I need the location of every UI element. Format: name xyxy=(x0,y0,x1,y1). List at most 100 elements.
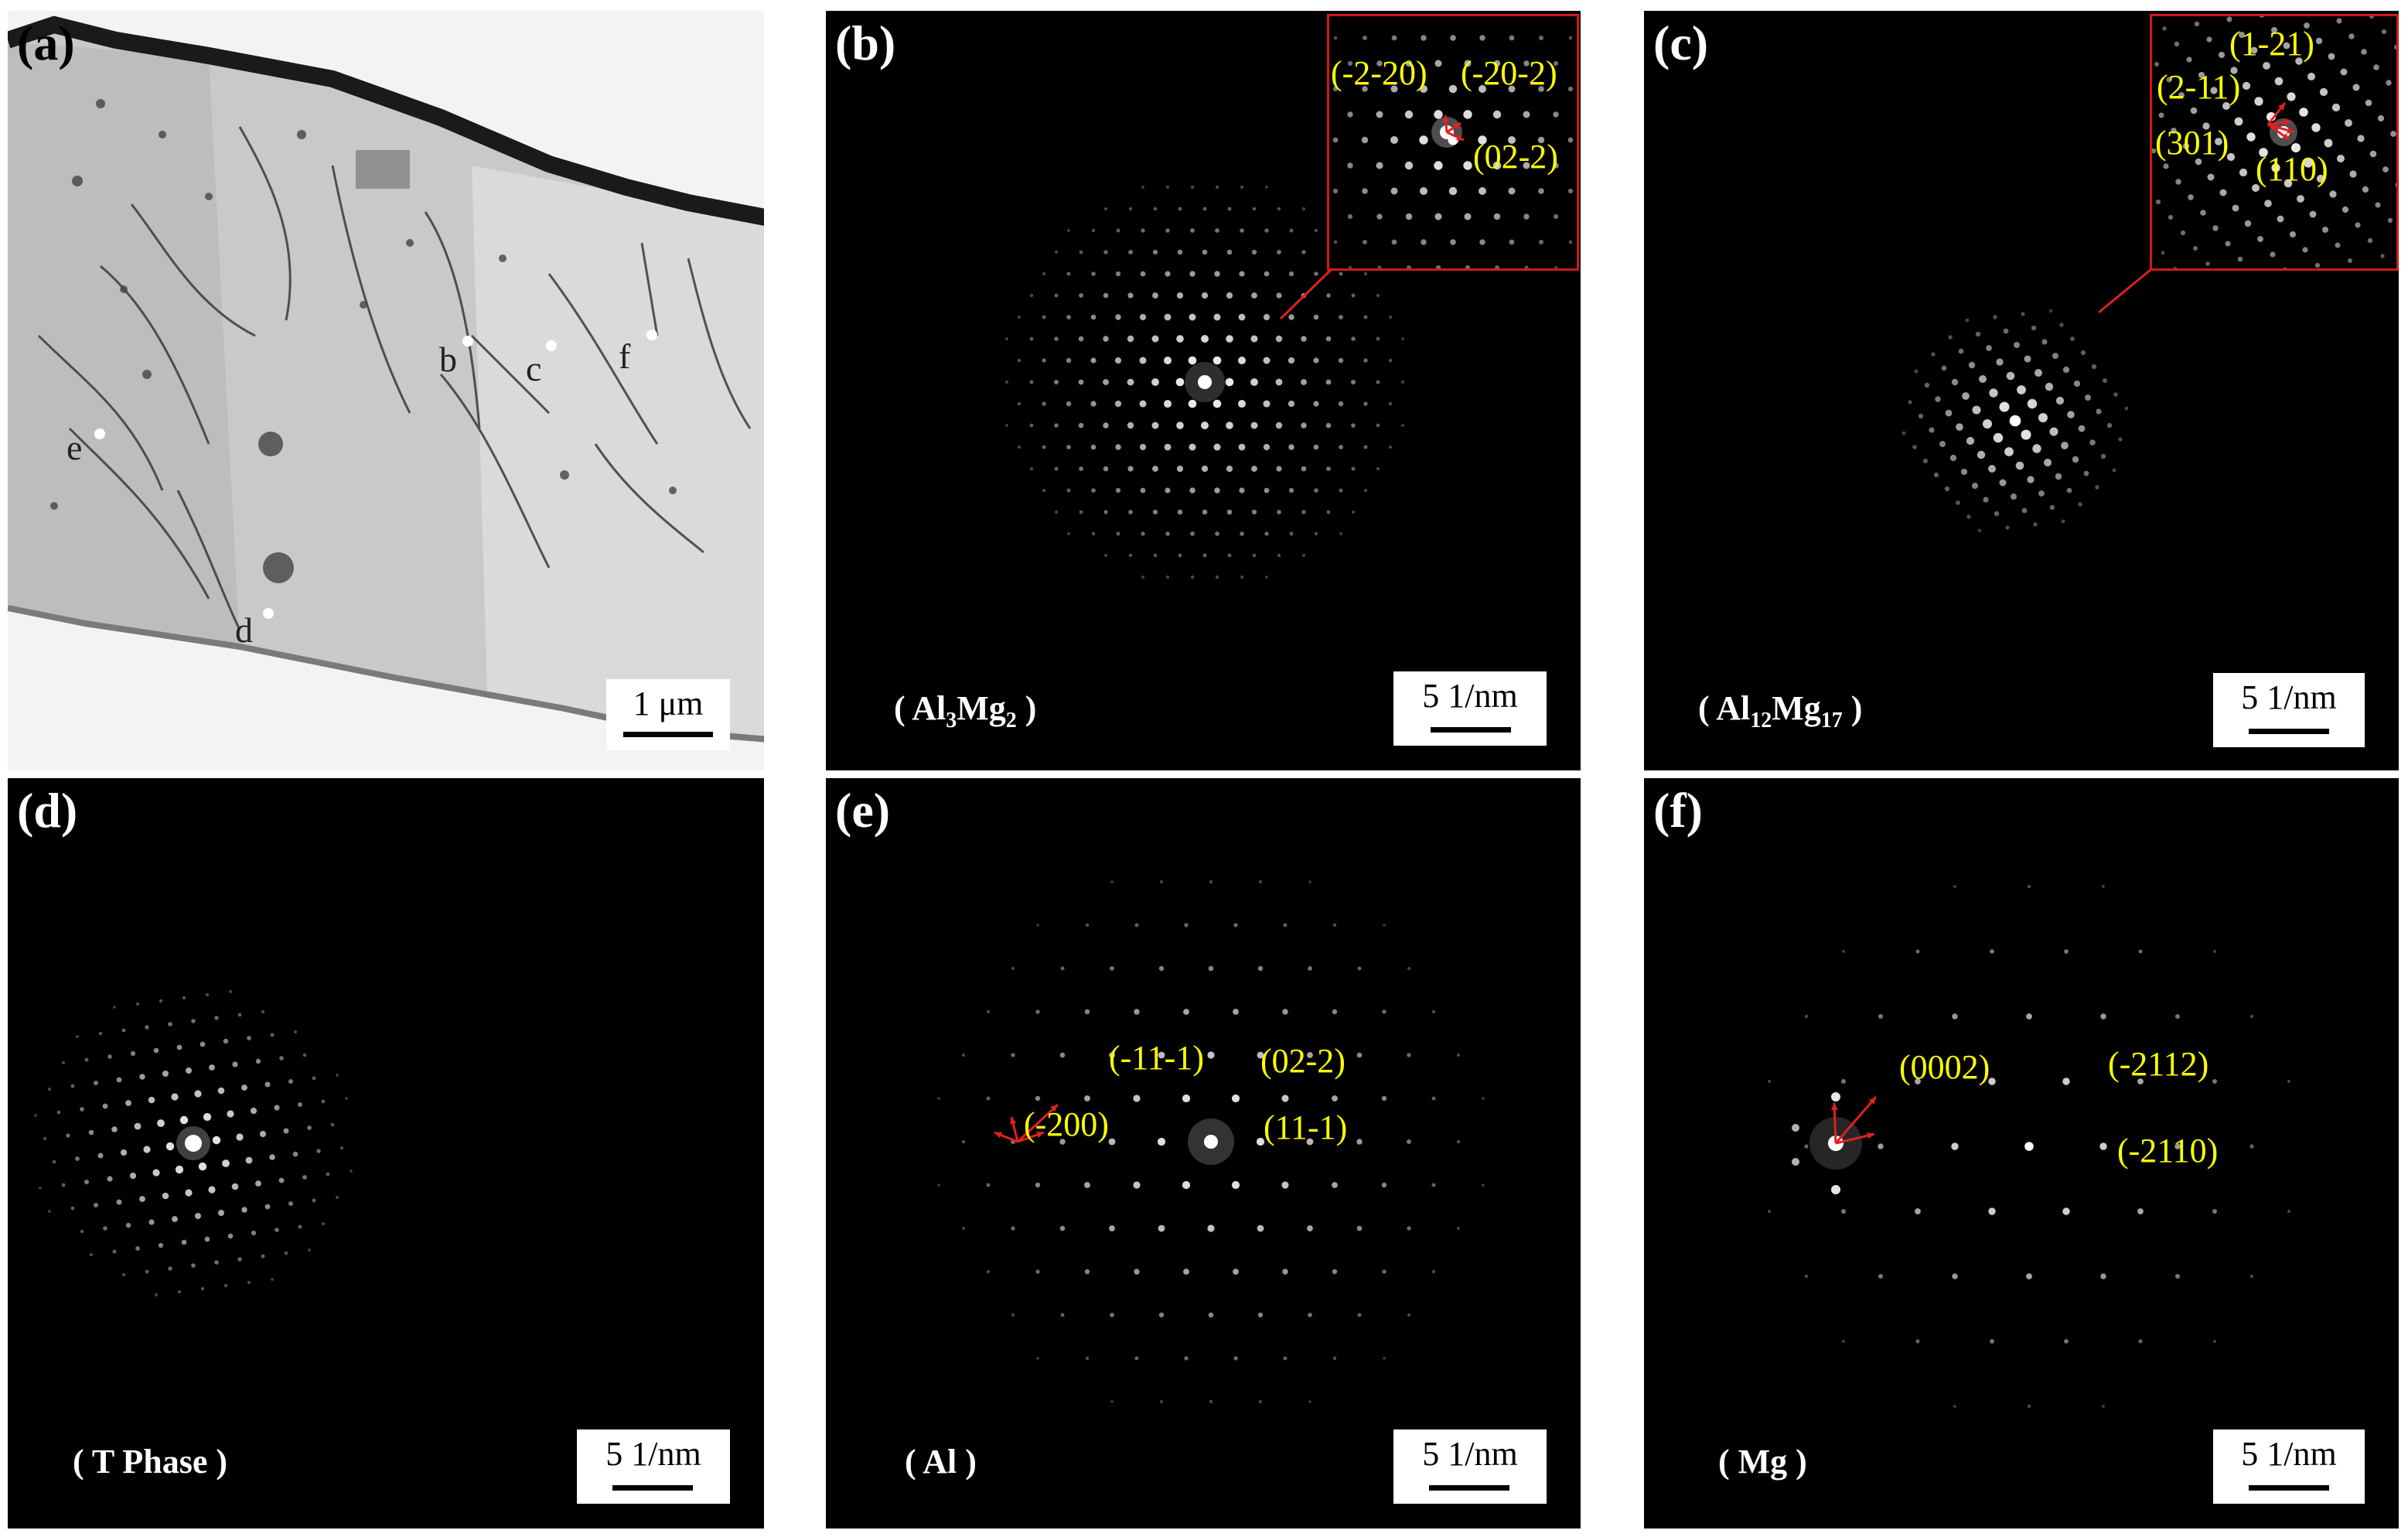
diffraction-spot xyxy=(2213,950,2216,953)
diffraction-spot xyxy=(1189,487,1195,494)
diffraction-spot xyxy=(1264,487,1270,494)
index-arrowhead xyxy=(1036,1131,1044,1139)
diffraction-spot xyxy=(2089,439,2096,446)
diffraction-spot xyxy=(1362,188,1368,194)
diffraction-spot xyxy=(1388,401,1393,406)
diffraction-spot xyxy=(1042,358,1046,363)
diffraction-spot xyxy=(2118,437,2123,442)
diffraction-spot xyxy=(2166,77,2172,83)
diffraction-spot xyxy=(223,1038,229,1044)
diffraction-spot xyxy=(1104,207,1107,210)
diffraction-spot xyxy=(1568,36,1573,40)
diffraction-spot xyxy=(2006,371,2015,381)
diffraction-spot xyxy=(962,1054,965,1057)
diffraction-spot xyxy=(62,1061,65,1064)
diffraction-spot xyxy=(1332,1095,1338,1102)
diffraction-spot xyxy=(2335,242,2341,248)
diffraction-spot xyxy=(125,1100,131,1106)
diffraction-spot xyxy=(1431,1269,1436,1274)
diffraction-spot xyxy=(1250,422,1258,429)
diffraction-spot xyxy=(2174,1143,2181,1149)
diffraction-spot xyxy=(1363,401,1368,406)
diffraction-spot xyxy=(1301,379,1307,385)
diffraction-spot xyxy=(1110,966,1114,971)
diffraction-spot xyxy=(1509,35,1515,41)
diffraction-spot xyxy=(185,1189,193,1197)
diffraction-spot xyxy=(2382,166,2389,172)
diffraction-spot xyxy=(84,1180,89,1184)
diffraction-spot xyxy=(1352,511,1355,514)
diffraction-spot xyxy=(1263,357,1271,364)
diffraction-spot xyxy=(1190,185,1195,190)
diffraction-spot xyxy=(1307,1225,1313,1231)
diffraction-spot xyxy=(84,1057,89,1062)
diffraction-spot xyxy=(1190,228,1195,233)
diffraction-spot xyxy=(1960,468,1968,476)
diffraction-spot xyxy=(1962,392,1970,400)
point-f-label: f xyxy=(619,336,631,376)
diffraction-spot xyxy=(1115,271,1121,277)
diffraction-spot xyxy=(1018,316,1021,319)
diffraction-spot xyxy=(1256,1137,1265,1146)
diffraction-spot xyxy=(2027,1404,2031,1409)
diffraction-spot xyxy=(208,1186,216,1194)
diffraction-spot xyxy=(1288,357,1295,364)
diffraction-spot xyxy=(162,1071,169,1077)
diffraction-spot xyxy=(2035,369,2042,377)
diffraction-spot xyxy=(2206,36,2212,43)
diffraction-spot xyxy=(2033,522,2038,527)
diffraction-spot xyxy=(1464,213,1472,220)
diffraction-spot xyxy=(1463,161,1472,170)
diffraction-spot xyxy=(1326,293,1331,298)
diffraction-spot xyxy=(1966,436,1975,446)
diffraction-spot xyxy=(1929,427,1935,433)
diffraction-spot xyxy=(34,1114,37,1117)
diffraction-spot xyxy=(1238,443,1246,451)
diffraction-spot xyxy=(307,1125,312,1130)
panel-f-scale-bar: 5 1/nm xyxy=(2213,1429,2365,1504)
diffraction-spot xyxy=(255,1180,261,1187)
diffraction-spot xyxy=(1339,445,1343,449)
diffraction-spot xyxy=(1029,336,1034,341)
diffraction-spot xyxy=(2336,18,2342,24)
diffraction-spot xyxy=(1509,239,1515,245)
panel-b-inset: (-2-20) (-20-2) (02-2) xyxy=(1327,14,1579,271)
panel-e-scale-bar: 5 1/nm xyxy=(1393,1429,1547,1504)
diffraction-spot xyxy=(1276,466,1282,472)
diffraction-spot xyxy=(1277,510,1281,514)
diffraction-spot xyxy=(1226,292,1233,299)
diffraction-spot xyxy=(1257,965,1264,972)
diffraction-spot xyxy=(2026,1013,2032,1020)
diffraction-spot xyxy=(1908,400,1912,405)
diffraction-spot xyxy=(986,1096,991,1101)
diffraction-spot xyxy=(179,1115,189,1125)
diffraction-spot xyxy=(1066,357,1072,364)
diffraction-spot xyxy=(2064,1339,2069,1344)
diffraction-spot xyxy=(1914,369,1919,374)
diffraction-spot xyxy=(1011,967,1015,970)
diffraction-spot xyxy=(1188,356,1197,365)
diffraction-spot xyxy=(1055,251,1058,254)
diffraction-spot xyxy=(1301,422,1307,429)
index-f-2: (-2112) xyxy=(2108,1045,2209,1083)
diffraction-spot xyxy=(2175,1274,2180,1279)
diffraction-spot xyxy=(214,1260,219,1265)
diffraction-spot xyxy=(2369,16,2374,19)
diffraction-spot xyxy=(80,1229,84,1234)
diffraction-spot xyxy=(2348,33,2355,39)
diffraction-spot xyxy=(1103,336,1109,342)
diffraction-spot xyxy=(1538,188,1544,194)
diffraction-spot xyxy=(1257,1051,1264,1059)
diffraction-spot xyxy=(1479,85,1486,93)
diffraction-spot xyxy=(2021,429,2031,440)
diffraction-spot xyxy=(2155,199,2161,205)
diffraction-spot xyxy=(1391,35,1397,41)
diffraction-spot xyxy=(1363,315,1368,319)
diffraction-spot xyxy=(2174,41,2180,47)
diffraction-spot xyxy=(1011,1053,1015,1057)
diffraction-spot xyxy=(1450,35,1456,41)
diffraction-spot xyxy=(1972,405,1981,415)
diffraction-spot xyxy=(2291,143,2301,152)
index-arrowhead xyxy=(1010,1117,1017,1125)
diffraction-spot xyxy=(1054,466,1059,471)
